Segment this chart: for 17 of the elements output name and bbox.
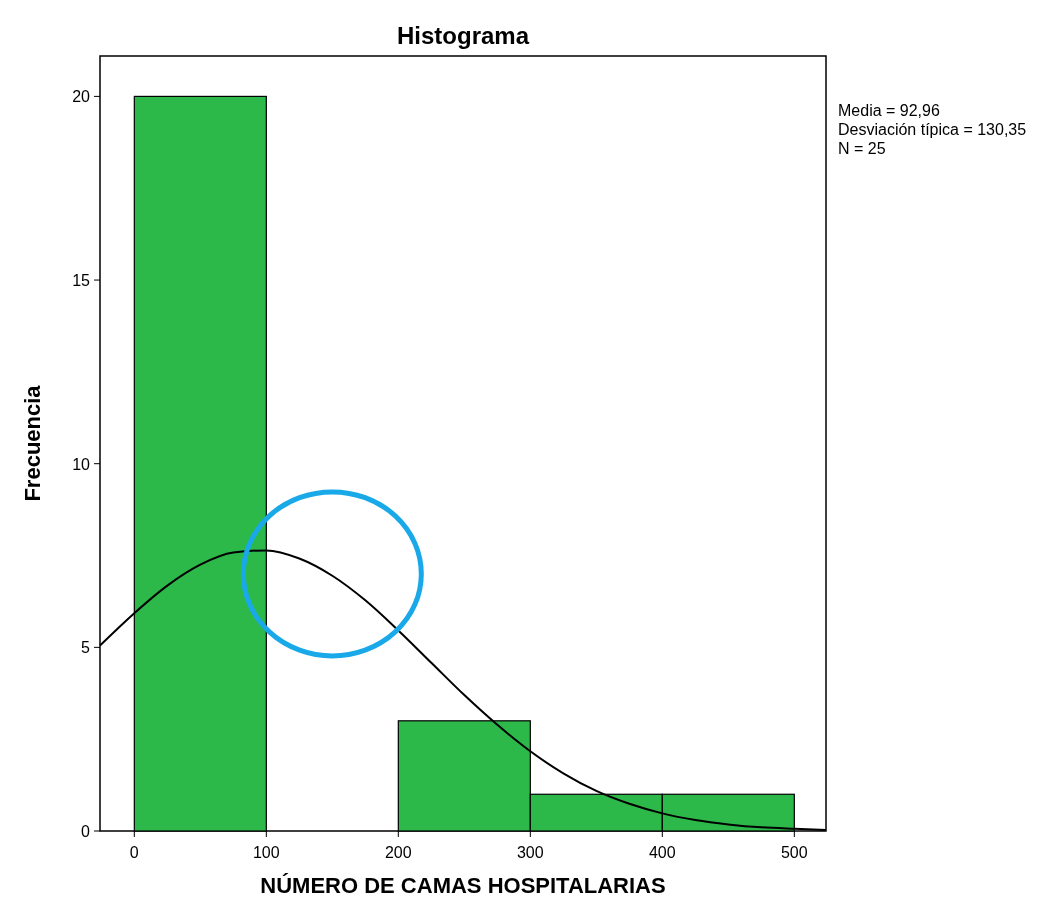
- y-tick-label: 15: [72, 272, 91, 290]
- chart-title: Histograma: [396, 22, 530, 49]
- text: N = 25: [838, 140, 886, 157]
- text: Media = 92,96: [838, 102, 940, 119]
- x-tick-label: 100: [252, 844, 280, 861]
- y-axis-title: Frecuencia: [20, 384, 45, 502]
- x-tick-label: 0: [129, 844, 139, 861]
- x-tick-label: 400: [648, 844, 676, 861]
- x-axis-title: NÚMERO DE CAMAS HOSPITALARIAS: [260, 873, 666, 898]
- x-tick-label: 200: [384, 844, 412, 861]
- x-tick-label: 300: [516, 844, 544, 861]
- y-tick-label: 0: [81, 823, 91, 840]
- y-tick-label: 20: [72, 88, 91, 106]
- y-tick-label: 10: [72, 455, 91, 473]
- text: Desviación típica = 130,35: [838, 121, 1027, 138]
- x-tick-label: 500: [780, 844, 808, 861]
- y-tick-label: 5: [81, 639, 91, 657]
